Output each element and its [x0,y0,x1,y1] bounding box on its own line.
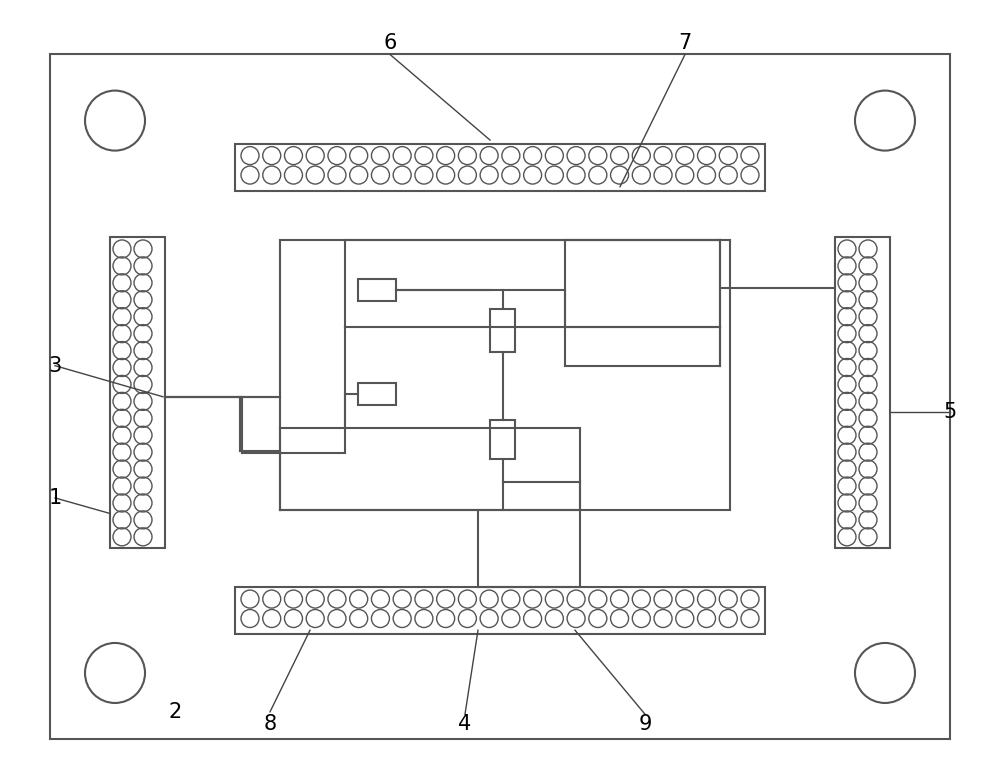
Bar [490,420,515,459]
Text: 4: 4 [458,713,472,734]
Bar [358,279,396,301]
Bar [235,587,765,634]
Text: 7: 7 [678,33,692,53]
Text: 3: 3 [48,356,62,376]
Bar [235,144,765,191]
Text: 2: 2 [168,702,182,722]
Bar [110,237,165,548]
Bar [358,383,396,405]
Bar [50,54,950,739]
Text: 1: 1 [48,488,62,508]
Bar [835,237,890,548]
Text: 9: 9 [638,713,652,734]
Text: 6: 6 [383,33,397,53]
Bar [490,309,515,352]
Text: 8: 8 [263,713,277,734]
Text: 5: 5 [943,402,957,422]
